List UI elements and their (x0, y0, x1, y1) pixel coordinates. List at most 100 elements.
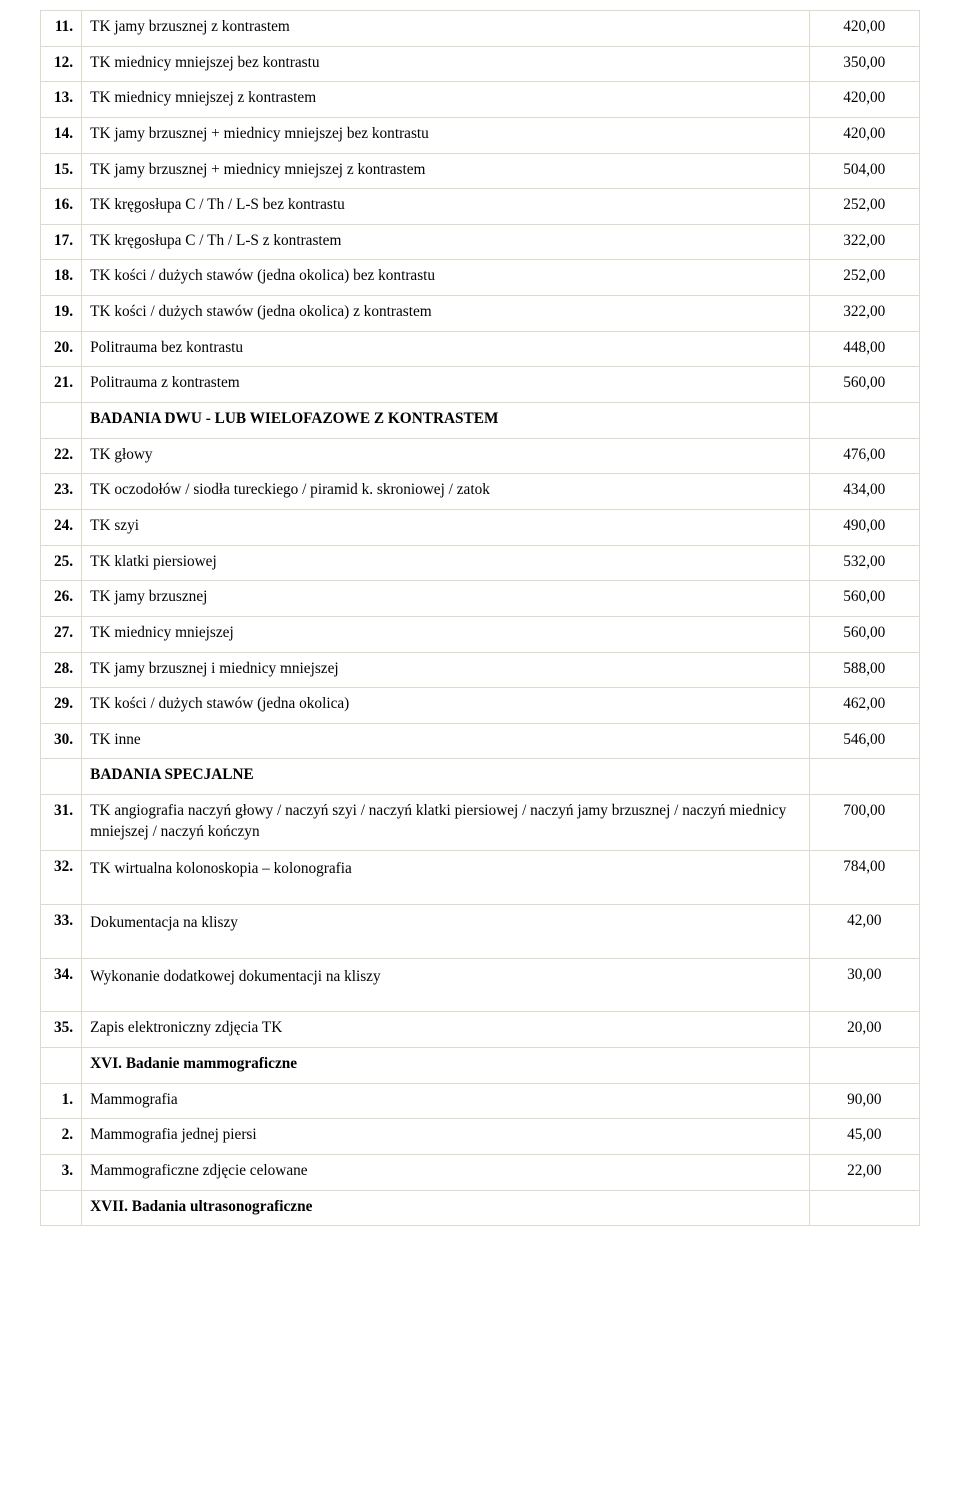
row-price: 20,00 (809, 1012, 919, 1048)
row-price: 490,00 (809, 509, 919, 545)
row-number (41, 1190, 82, 1226)
row-number: 27. (41, 616, 82, 652)
table-row: 23.TK oczodołów / siodła tureckiego / pi… (41, 474, 920, 510)
table-row: 34.Wykonanie dodatkowej dokumentacji na … (41, 958, 920, 1012)
row-number: 34. (41, 958, 82, 1012)
table-row: 31.TK angiografia naczyń głowy / naczyń … (41, 795, 920, 851)
row-price: 45,00 (809, 1119, 919, 1155)
table-row: 24.TK szyi490,00 (41, 509, 920, 545)
table-row: 26.TK jamy brzusznej560,00 (41, 581, 920, 617)
row-description: TK miednicy mniejszej z kontrastem (82, 82, 809, 118)
row-description: TK kości / dużych stawów (jedna okolica) (82, 688, 809, 724)
row-number: 2. (41, 1119, 82, 1155)
table-row: 35.Zapis elektroniczny zdjęcia TK20,00 (41, 1012, 920, 1048)
row-number: 17. (41, 224, 82, 260)
row-description: TK klatki piersiowej (82, 545, 809, 581)
table-row: 3.Mammograficzne zdjęcie celowane22,00 (41, 1154, 920, 1190)
row-price: 420,00 (809, 11, 919, 47)
row-description: Wykonanie dodatkowej dokumentacji na kli… (82, 958, 809, 1012)
row-price: 504,00 (809, 153, 919, 189)
table-row: 13.TK miednicy mniejszej z kontrastem420… (41, 82, 920, 118)
row-description: TK kręgosłupa C / Th / L-S z kontrastem (82, 224, 809, 260)
table-row: 15.TK jamy brzusznej + miednicy mniejsze… (41, 153, 920, 189)
row-number: 24. (41, 509, 82, 545)
row-price: 42,00 (809, 905, 919, 959)
row-description: TK kręgosłupa C / Th / L-S bez kontrastu (82, 189, 809, 225)
row-number: 12. (41, 46, 82, 82)
row-description: BADANIA DWU - LUB WIELOFAZOWE Z KONTRAST… (82, 403, 809, 439)
table-row: 12.TK miednicy mniejszej bez kontrastu35… (41, 46, 920, 82)
row-price: 322,00 (809, 224, 919, 260)
table-row: 22.TK głowy476,00 (41, 438, 920, 474)
row-price: 532,00 (809, 545, 919, 581)
row-description: TK jamy brzusznej z kontrastem (82, 11, 809, 47)
row-description: TK jamy brzusznej + miednicy mniejszej b… (82, 117, 809, 153)
row-number: 29. (41, 688, 82, 724)
row-number (41, 403, 82, 439)
row-description: TK inne (82, 723, 809, 759)
table-row: 16.TK kręgosłupa C / Th / L-S bez kontra… (41, 189, 920, 225)
row-number: 30. (41, 723, 82, 759)
table-row: 21.Politrauma z kontrastem560,00 (41, 367, 920, 403)
row-price: 448,00 (809, 331, 919, 367)
row-description: Mammograficzne zdjęcie celowane (82, 1154, 809, 1190)
row-description: TK jamy brzusznej i miednicy mniejszej (82, 652, 809, 688)
row-price: 560,00 (809, 581, 919, 617)
table-row: 11.TK jamy brzusznej z kontrastem420,00 (41, 11, 920, 47)
table-row: 20.Politrauma bez kontrastu448,00 (41, 331, 920, 367)
table-row: 28.TK jamy brzusznej i miednicy mniejsze… (41, 652, 920, 688)
row-description: TK kości / dużych stawów (jedna okolica)… (82, 260, 809, 296)
row-description: TK oczodołów / siodła tureckiego / piram… (82, 474, 809, 510)
row-price: 420,00 (809, 82, 919, 118)
row-description: Politrauma z kontrastem (82, 367, 809, 403)
row-price (809, 1047, 919, 1083)
row-number: 1. (41, 1083, 82, 1119)
row-price: 434,00 (809, 474, 919, 510)
table-row: 29.TK kości / dużych stawów (jedna okoli… (41, 688, 920, 724)
price-table: 11.TK jamy brzusznej z kontrastem420,001… (40, 10, 920, 1226)
table-row: 33.Dokumentacja na kliszy42,00 (41, 905, 920, 959)
table-row: 2.Mammografia jednej piersi45,00 (41, 1119, 920, 1155)
row-number: 23. (41, 474, 82, 510)
row-description: XVII. Badania ultrasonograficzne (82, 1190, 809, 1226)
table-row: 27.TK miednicy mniejszej560,00 (41, 616, 920, 652)
row-price: 30,00 (809, 958, 919, 1012)
row-price: 560,00 (809, 616, 919, 652)
row-description: Politrauma bez kontrastu (82, 331, 809, 367)
row-number: 35. (41, 1012, 82, 1048)
row-price: 546,00 (809, 723, 919, 759)
row-price: 252,00 (809, 189, 919, 225)
row-description: Mammografia jednej piersi (82, 1119, 809, 1155)
row-number: 19. (41, 296, 82, 332)
table-row: BADANIA SPECJALNE (41, 759, 920, 795)
row-description: TK szyi (82, 509, 809, 545)
row-number: 14. (41, 117, 82, 153)
row-description: TK miednicy mniejszej bez kontrastu (82, 46, 809, 82)
row-number: 20. (41, 331, 82, 367)
row-description: BADANIA SPECJALNE (82, 759, 809, 795)
row-number: 25. (41, 545, 82, 581)
row-number: 22. (41, 438, 82, 474)
row-number (41, 759, 82, 795)
row-price: 700,00 (809, 795, 919, 851)
row-number: 13. (41, 82, 82, 118)
row-number: 32. (41, 851, 82, 905)
row-price: 322,00 (809, 296, 919, 332)
row-number: 15. (41, 153, 82, 189)
table-row: 25.TK klatki piersiowej532,00 (41, 545, 920, 581)
row-number: 33. (41, 905, 82, 959)
row-number: 18. (41, 260, 82, 296)
row-price: 560,00 (809, 367, 919, 403)
row-description: Dokumentacja na kliszy (82, 905, 809, 959)
row-number: 26. (41, 581, 82, 617)
row-description: TK kości / dużych stawów (jedna okolica)… (82, 296, 809, 332)
table-row: BADANIA DWU - LUB WIELOFAZOWE Z KONTRAST… (41, 403, 920, 439)
row-description: Zapis elektroniczny zdjęcia TK (82, 1012, 809, 1048)
row-description: TK wirtualna kolonoskopia – kolonografia (82, 851, 809, 905)
row-description: XVI. Badanie mammograficzne (82, 1047, 809, 1083)
table-row: 18.TK kości / dużych stawów (jedna okoli… (41, 260, 920, 296)
row-number: 31. (41, 795, 82, 851)
row-price: 90,00 (809, 1083, 919, 1119)
row-description: TK jamy brzusznej + miednicy mniejszej z… (82, 153, 809, 189)
row-price: 22,00 (809, 1154, 919, 1190)
